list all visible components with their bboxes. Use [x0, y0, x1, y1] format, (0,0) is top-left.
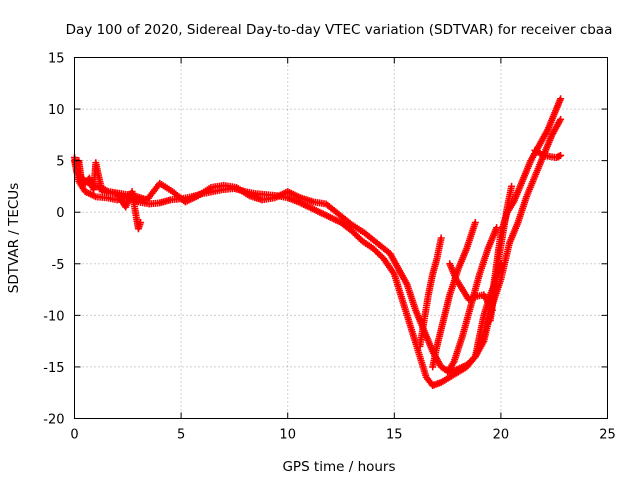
- axis-ticks: 0 5 10 15 20 25 15 10 5 0 -5 -10 -15 -20: [43, 52, 616, 443]
- y-tick-label: 15: [48, 52, 65, 67]
- series-early-wiggles: [71, 154, 145, 233]
- point-marker: [471, 219, 479, 227]
- point-marker: [493, 224, 501, 232]
- x-tick-label: 0: [70, 428, 78, 443]
- point-marker: [557, 151, 565, 159]
- y-tick-label: -10: [43, 309, 64, 324]
- x-tick-label: 25: [599, 428, 616, 443]
- data-points: [71, 95, 565, 389]
- point-marker: [557, 115, 565, 123]
- y-tick-label: 5: [56, 155, 64, 170]
- x-tick-label: 10: [279, 428, 296, 443]
- point-marker: [557, 95, 565, 103]
- series-branch-1: [416, 234, 445, 350]
- y-axis-title: SDTVAR / TECUs: [6, 183, 22, 293]
- x-tick-label: 5: [177, 428, 185, 443]
- y-tick-label: 0: [56, 206, 64, 221]
- point-marker: [137, 219, 145, 227]
- y-tick-label: -15: [43, 361, 64, 376]
- series-late-tail: [531, 146, 565, 162]
- y-tick-label: -5: [52, 258, 65, 273]
- y-tick-label: -20: [43, 413, 64, 428]
- point-marker: [437, 234, 445, 242]
- chart-title: Day 100 of 2020, Sidereal Day-to-day VTE…: [66, 22, 613, 38]
- point-marker: [508, 182, 516, 190]
- x-tick-label: 15: [386, 428, 403, 443]
- y-tick-label: 10: [48, 103, 65, 118]
- plot-frame: [74, 57, 608, 419]
- series-branch-2: [429, 219, 479, 371]
- grid-lines: [74, 57, 608, 419]
- series-branch-6: [486, 182, 516, 325]
- x-tick-label: 20: [493, 428, 510, 443]
- x-axis-title: GPS time / hours: [282, 459, 395, 475]
